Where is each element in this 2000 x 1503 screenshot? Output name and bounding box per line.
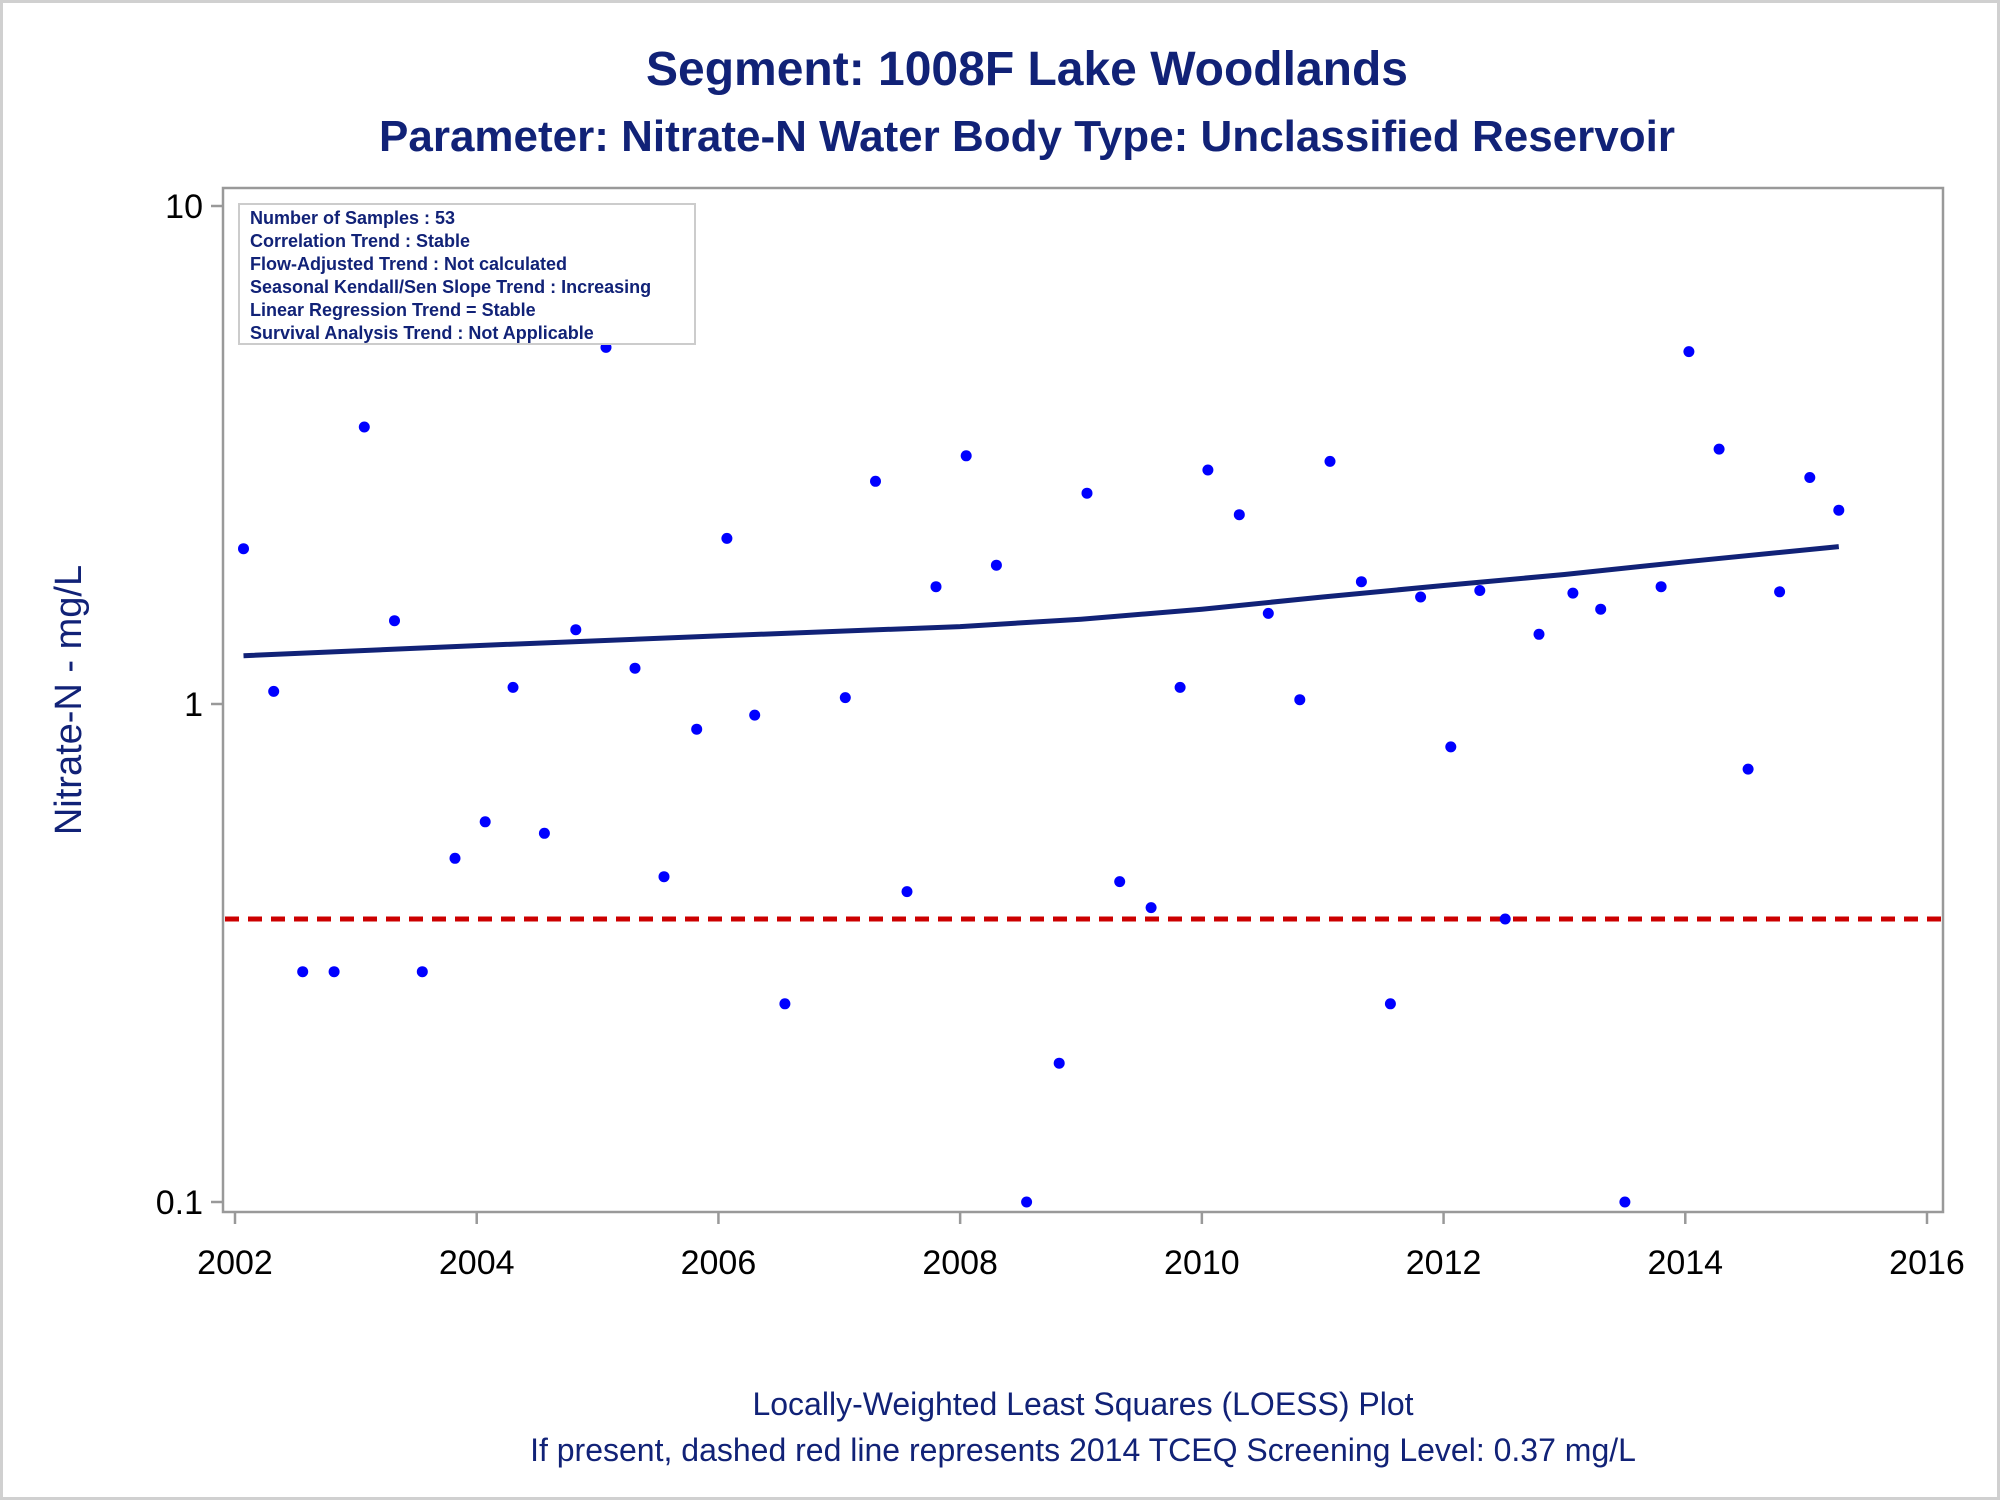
- sample-point: [1567, 587, 1579, 599]
- plot-area: [221, 186, 1945, 1214]
- x-tick-label: 2006: [681, 1244, 757, 1282]
- x-tick-label: 2012: [1406, 1244, 1482, 1282]
- info-survival-analysis-trend: Survival Analysis Trend : Not Applicable: [250, 323, 594, 343]
- sample-point: [1499, 913, 1511, 925]
- sample-point: [1833, 504, 1845, 516]
- sample-point: [990, 559, 1002, 571]
- sample-point: [1202, 464, 1214, 476]
- sample-point: [839, 692, 851, 704]
- sample-point: [960, 450, 972, 462]
- sample-point: [1415, 591, 1427, 603]
- x-tick-label: 2016: [1889, 1244, 1965, 1282]
- sample-point: [870, 475, 881, 487]
- sample-point: [1742, 763, 1754, 775]
- y-axis: 0.1 1 10: [156, 188, 223, 1222]
- sample-point: [1081, 487, 1093, 499]
- x-axis: 2002 2004 2006 2008 2010 2012 2014 2016: [197, 1212, 1965, 1282]
- sample-point: [1262, 607, 1274, 619]
- sample-point: [1445, 741, 1457, 753]
- sample-point: [1655, 581, 1667, 593]
- sample-point: [1145, 902, 1157, 914]
- sample-point: [358, 421, 370, 433]
- chart-subtitle: Parameter: Nitrate-N Water Body Type: Un…: [379, 112, 1675, 161]
- info-flow-adjusted-trend: Flow-Adjusted Trend : Not calculated: [250, 254, 567, 274]
- sample-point: [1683, 346, 1695, 358]
- sample-point: [449, 852, 461, 864]
- sample-point: [1619, 1196, 1631, 1208]
- sample-point: [570, 624, 582, 636]
- footnote-loess: Locally-Weighted Least Squares (LOESS) P…: [752, 1386, 1413, 1422]
- chart-title: Segment: 1008F Lake Woodlands: [646, 43, 1408, 96]
- sample-point: [691, 723, 703, 735]
- y-tick-label: 0.1: [156, 1184, 203, 1222]
- x-tick-label: 2004: [439, 1244, 515, 1282]
- sample-point: [1804, 472, 1816, 483]
- info-box-frame: [238, 203, 696, 345]
- sample-point: [1324, 455, 1336, 467]
- info-box: Number of Samples : 53 Correlation Trend…: [238, 203, 696, 345]
- y-axis-label: Nitrate-N - mg/L: [48, 565, 90, 835]
- sample-point: [1595, 603, 1607, 615]
- y-tick-label: 10: [165, 188, 203, 226]
- info-correlation-trend: Correlation Trend : Stable: [250, 231, 470, 251]
- sample-point: [1114, 876, 1126, 888]
- sample-point: [538, 827, 550, 839]
- sample-point: [1713, 443, 1725, 455]
- sample-point: [930, 581, 942, 593]
- sample-point: [1174, 681, 1186, 693]
- sample-point: [297, 966, 309, 978]
- sample-point: [749, 709, 761, 721]
- sample-point: [1294, 694, 1306, 706]
- sample-point: [1474, 585, 1486, 596]
- sample-point: [658, 871, 670, 883]
- loess-layer: [243, 544, 1840, 659]
- sample-point: [1355, 576, 1367, 588]
- sample-point: [901, 886, 913, 898]
- loess-curve: [243, 544, 1840, 659]
- sample-point: [1774, 586, 1786, 598]
- x-tick-label: 2008: [922, 1244, 998, 1282]
- sample-point: [507, 681, 519, 693]
- sample-point: [1021, 1196, 1033, 1208]
- sample-point: [721, 532, 733, 544]
- footnote-screening-level: If present, dashed red line represents 2…: [530, 1432, 1636, 1468]
- info-seasonal-kendall-trend: Seasonal Kendall/Sen Slope Trend : Incre…: [250, 277, 651, 297]
- chart-svg: Segment: 1008F Lake Woodlands Parameter:…: [48, 43, 1965, 1468]
- x-tick-label: 2010: [1164, 1244, 1240, 1282]
- sample-point: [328, 966, 340, 978]
- info-sample-count: Number of Samples : 53: [250, 208, 455, 228]
- x-tick-label: 2002: [197, 1244, 273, 1282]
- sample-point: [238, 543, 249, 555]
- points-layer: [238, 341, 1845, 1208]
- sample-point: [1533, 628, 1545, 640]
- sample-point: [779, 998, 791, 1010]
- sample-point: [389, 615, 400, 627]
- sample-point: [629, 662, 641, 674]
- info-linear-regression-trend: Linear Regression Trend = Stable: [250, 300, 536, 320]
- sample-point: [479, 816, 491, 828]
- sample-point: [416, 966, 428, 978]
- y-tick-label: 1: [184, 686, 203, 724]
- sample-point: [1384, 998, 1396, 1010]
- sample-point: [1233, 509, 1245, 521]
- x-tick-label: 2014: [1647, 1244, 1723, 1282]
- sample-point: [268, 685, 280, 697]
- sample-point: [1053, 1057, 1065, 1069]
